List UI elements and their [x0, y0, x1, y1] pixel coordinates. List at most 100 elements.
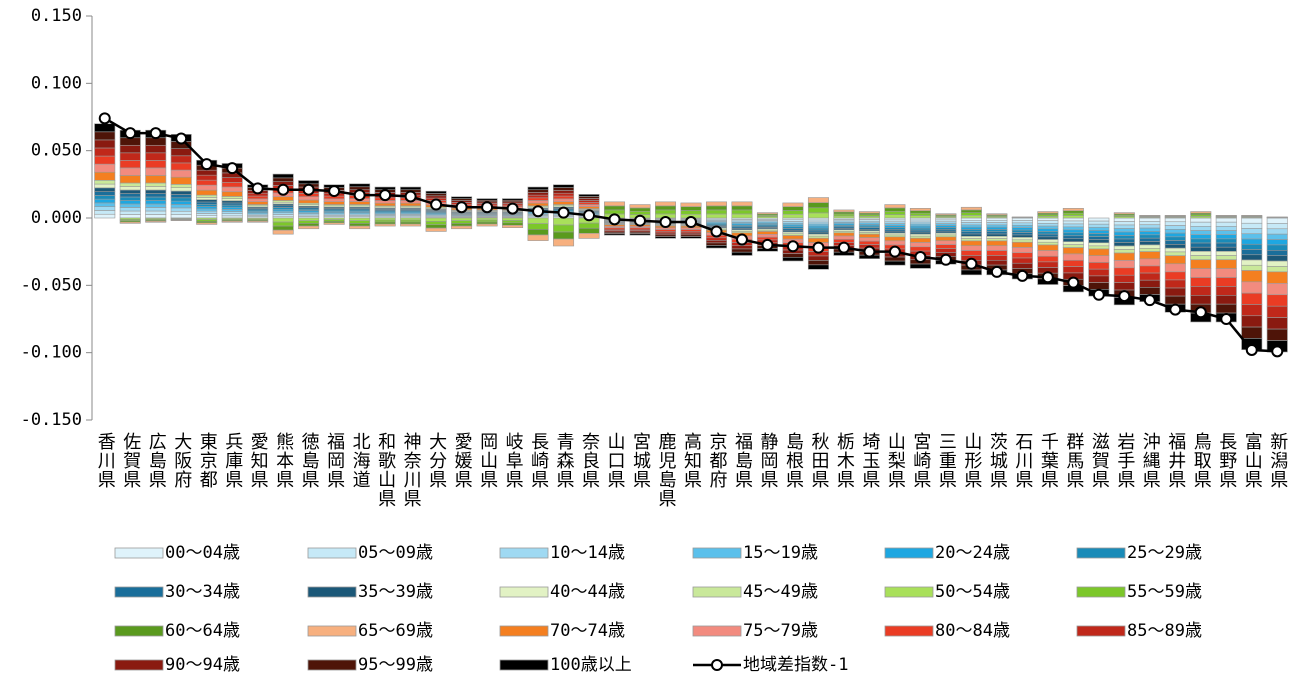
- bar-segment: [171, 194, 191, 197]
- line-marker: [1272, 346, 1282, 356]
- bar-segment: [630, 208, 650, 211]
- bar-segment: [95, 199, 115, 203]
- bar-segment: [197, 195, 217, 197]
- bar-segment: [910, 238, 930, 242]
- x-tick-label: 千葉県: [1038, 432, 1059, 489]
- bar-segment: [1063, 239, 1083, 242]
- bar-segment: [1216, 235, 1236, 239]
- bar-segment: [1114, 260, 1134, 267]
- bar-segment: [910, 220, 930, 222]
- bar-segment: [936, 214, 956, 215]
- bar-segment: [120, 190, 140, 194]
- legend-swatch: [308, 587, 356, 597]
- x-tick-label: 青森県: [554, 432, 575, 489]
- line-marker: [406, 191, 416, 201]
- line-marker: [1221, 314, 1231, 324]
- bar-segment: [222, 187, 242, 192]
- bar-segment: [579, 194, 599, 196]
- x-tick-label: 沖縄県: [1140, 432, 1161, 489]
- line-marker: [610, 214, 620, 224]
- bar-segment: [706, 206, 726, 210]
- bar-segment: [502, 218, 522, 220]
- bar-segment: [1114, 250, 1134, 254]
- bar-segment: [1089, 276, 1109, 283]
- bar-segment: [451, 226, 471, 229]
- bar-segment: [1089, 249, 1109, 256]
- bar-segment: [95, 164, 115, 172]
- bar-segment: [732, 249, 752, 252]
- bar-segment: [120, 186, 140, 190]
- bar-segment: [885, 261, 905, 265]
- y-tick-label: -0.100: [21, 343, 82, 363]
- bar-segment: [1165, 226, 1185, 230]
- bar-segment: [197, 211, 217, 213]
- bar-segment: [910, 213, 930, 215]
- legend-label: 55～59歳: [1127, 582, 1202, 602]
- bar-segment: [1038, 242, 1058, 245]
- bar-segment: [349, 202, 369, 205]
- bar-segment: [1191, 247, 1211, 251]
- line-marker: [278, 185, 288, 195]
- x-tick-label: 和歌山県: [375, 432, 396, 508]
- bar-segment: [1267, 261, 1287, 266]
- bar-segment: [95, 156, 115, 164]
- bar-segment: [222, 221, 242, 222]
- bar-segment: [1191, 286, 1211, 295]
- bar-segment: [910, 264, 930, 268]
- bar-segment: [706, 243, 726, 246]
- bar-segment: [120, 197, 140, 201]
- bar-segment: [783, 254, 803, 258]
- legend-label: 10～14歳: [550, 543, 625, 563]
- bar-segment: [1165, 237, 1185, 241]
- bar-segment: [1114, 275, 1134, 282]
- line-marker: [253, 183, 263, 193]
- bar-segment: [247, 221, 267, 222]
- x-tick-label: 鳥取県: [1191, 432, 1212, 489]
- legend-swatch: [500, 587, 548, 597]
- x-tick-label: 徳島県: [299, 432, 320, 489]
- bar-segment: [197, 216, 217, 218]
- bar-segment: [1242, 223, 1262, 228]
- bar-segment: [681, 210, 701, 214]
- bar-segment: [579, 228, 599, 233]
- bar-segment: [349, 218, 369, 221]
- bar-segment: [1267, 240, 1287, 245]
- legend-label: 40～44歳: [550, 582, 625, 602]
- bar-segment: [834, 233, 854, 236]
- bar-segment: [451, 221, 471, 224]
- x-tick-label: 岐阜県: [503, 432, 524, 489]
- bar-segment: [1165, 264, 1185, 272]
- bar-segment: [808, 232, 828, 234]
- bar-segment: [961, 207, 981, 210]
- bar-segment: [706, 238, 726, 241]
- line-marker: [737, 235, 747, 245]
- bar-segment: [885, 205, 905, 208]
- bar-segment: [95, 203, 115, 207]
- bar-segment: [1038, 218, 1058, 221]
- bar-segment: [1216, 231, 1236, 235]
- legend-swatch: [885, 626, 933, 636]
- line-marker: [788, 241, 798, 251]
- bar-segment: [95, 124, 115, 132]
- bar-segment: [859, 241, 879, 245]
- bar-segment: [1267, 218, 1287, 223]
- x-tick-label: 兵庫県: [222, 432, 243, 489]
- bar-segment: [120, 153, 140, 161]
- line-marker: [1196, 307, 1206, 317]
- bar-segment: [1114, 229, 1134, 233]
- bar-segment: [859, 234, 879, 238]
- bar-segment: [451, 223, 471, 226]
- bar-segment: [95, 188, 115, 192]
- bar-segment: [146, 200, 166, 204]
- bar-segment: [579, 207, 599, 209]
- bar-segment: [1140, 238, 1160, 241]
- bar-segment: [1140, 280, 1160, 287]
- bar-segment: [961, 229, 981, 231]
- bar-segment: [197, 202, 217, 204]
- bar-segment: [1012, 253, 1032, 258]
- x-tick-label: 山形県: [961, 432, 982, 489]
- bar-segment: [961, 251, 981, 256]
- bar-segment: [1191, 260, 1211, 269]
- bar-segment: [987, 260, 1007, 265]
